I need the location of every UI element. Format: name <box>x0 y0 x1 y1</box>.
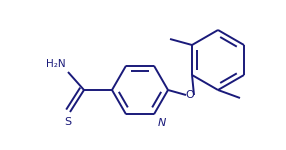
Text: O: O <box>186 90 194 100</box>
Text: H₂N: H₂N <box>46 59 66 69</box>
Text: S: S <box>64 117 72 127</box>
Text: N: N <box>158 118 166 128</box>
